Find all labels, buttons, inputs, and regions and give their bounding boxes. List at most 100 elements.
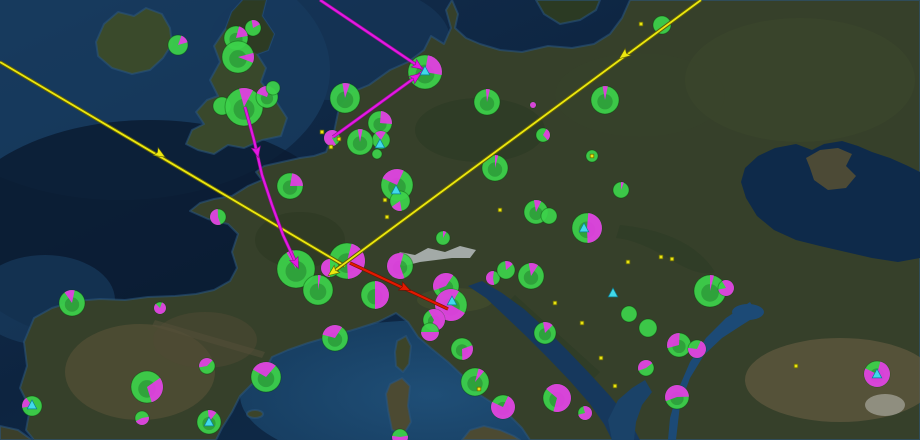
waypoint-dot	[384, 214, 390, 220]
pie-marker-shade	[701, 284, 719, 302]
pie-marker[interactable]	[450, 337, 474, 361]
pie-marker[interactable]	[346, 128, 374, 156]
pie-marker[interactable]	[371, 130, 391, 150]
pie-marker[interactable]	[302, 274, 334, 306]
cyan-triangle-layer	[26, 65, 883, 427]
anatolia-snow	[865, 394, 905, 416]
waypoint-dot	[598, 355, 604, 361]
pie-marker-magenta-slice	[290, 173, 303, 186]
pie-marker[interactable]	[420, 322, 440, 342]
cyan-triangle-marker[interactable]	[446, 295, 458, 306]
pie-marker-magenta-slice	[710, 275, 714, 291]
cyan-triangle-marker[interactable]	[871, 368, 883, 379]
pie-marker[interactable]	[130, 370, 164, 404]
track-line	[0, 60, 346, 268]
pie-marker[interactable]	[542, 383, 572, 413]
pie-marker-shade	[64, 297, 80, 312]
pie-marker[interactable]	[209, 208, 227, 226]
pie-marker[interactable]	[590, 85, 620, 115]
cyan-triangle-marker[interactable]	[203, 416, 215, 427]
pie-marker[interactable]	[367, 110, 393, 136]
direction-arrow	[410, 58, 424, 70]
pie-marker[interactable]	[666, 332, 692, 358]
pie-marker[interactable]	[693, 274, 727, 308]
pie-marker[interactable]	[198, 357, 216, 375]
pie-marker[interactable]	[485, 270, 501, 286]
pie-marker-magenta-slice	[178, 35, 188, 45]
cyan-triangle-marker[interactable]	[607, 287, 619, 298]
pie-marker[interactable]	[265, 80, 281, 96]
pie-marker[interactable]	[529, 101, 537, 109]
pie-marker-magenta-slice	[391, 201, 402, 212]
anatolia-brown	[745, 338, 920, 422]
pie-marker[interactable]	[276, 249, 316, 289]
pie-marker[interactable]	[276, 172, 304, 200]
pie-marker[interactable]	[481, 154, 509, 182]
track-layer	[0, 0, 703, 311]
sea-overlay-layer	[468, 141, 920, 440]
pie-marker[interactable]	[473, 88, 501, 116]
waypoint-dot	[328, 144, 334, 150]
cyan-triangle-marker[interactable]	[578, 222, 590, 233]
pie-marker-shade	[538, 328, 552, 341]
cyan-triangle-marker[interactable]	[390, 184, 402, 195]
pie-marker-green	[620, 305, 638, 323]
track-core	[319, 0, 425, 71]
pie-marker[interactable]	[577, 405, 593, 421]
pie-marker[interactable]	[533, 321, 557, 345]
pie-marker[interactable]	[612, 181, 630, 199]
pie-marker[interactable]	[517, 262, 545, 290]
pie-marker-magenta-slice	[505, 260, 513, 270]
pie-marker[interactable]	[687, 339, 707, 359]
pie-marker[interactable]	[490, 394, 516, 420]
pie-marker[interactable]	[371, 148, 383, 160]
waypoint-dot	[638, 21, 644, 27]
pie-marker[interactable]	[153, 301, 167, 315]
pie-marker[interactable]	[329, 82, 361, 114]
pie-marker[interactable]	[496, 260, 516, 280]
pie-marker[interactable]	[637, 359, 655, 377]
pie-marker[interactable]	[244, 19, 262, 37]
pie-marker[interactable]	[167, 34, 189, 56]
pie-marker[interactable]	[321, 324, 349, 352]
pie-marker-magenta-slice	[667, 333, 680, 349]
pie-marker[interactable]	[620, 305, 638, 323]
pie-marker[interactable]	[391, 428, 409, 440]
pie-marker[interactable]	[58, 289, 86, 317]
cyan-triangle-marker[interactable]	[26, 399, 38, 410]
pie-marker[interactable]	[535, 127, 551, 143]
pie-marker-magenta-slice	[543, 128, 550, 141]
pie-marker[interactable]	[134, 410, 150, 426]
pie-marker[interactable]	[652, 15, 672, 35]
track-core	[332, 0, 702, 273]
pie-marker[interactable]	[221, 40, 255, 74]
pie-marker[interactable]	[386, 252, 414, 280]
cyan-triangle-marker[interactable]	[374, 138, 386, 149]
pie-marker[interactable]	[638, 318, 658, 338]
pie-marker[interactable]	[250, 361, 282, 393]
pie-marker-magenta-slice	[198, 358, 213, 368]
track-line	[332, 69, 425, 139]
landmass-africa-tip	[0, 425, 33, 440]
pie-marker-magenta-slice	[342, 83, 350, 98]
track-line	[319, 0, 425, 72]
black-sea	[741, 141, 920, 262]
waypoint-dot	[552, 300, 558, 306]
waypoint-dot	[658, 254, 664, 260]
pie-marker[interactable]	[360, 280, 390, 310]
pie-marker[interactable]	[717, 279, 735, 297]
pie-marker[interactable]	[435, 230, 451, 246]
track-core	[0, 61, 346, 267]
pie-marker[interactable]	[432, 272, 460, 300]
pie-marker[interactable]	[540, 207, 558, 225]
pie-marker[interactable]	[664, 384, 690, 410]
pie-marker[interactable]	[460, 367, 490, 397]
pie-marker-magenta-slice	[490, 396, 515, 419]
pie-marker[interactable]	[389, 190, 411, 212]
cyan-triangle-marker[interactable]	[419, 65, 431, 76]
pie-marker-magenta-slice	[357, 129, 363, 142]
pie-marker-magenta-slice	[462, 345, 474, 360]
pie-marker-magenta-slice	[485, 88, 490, 102]
